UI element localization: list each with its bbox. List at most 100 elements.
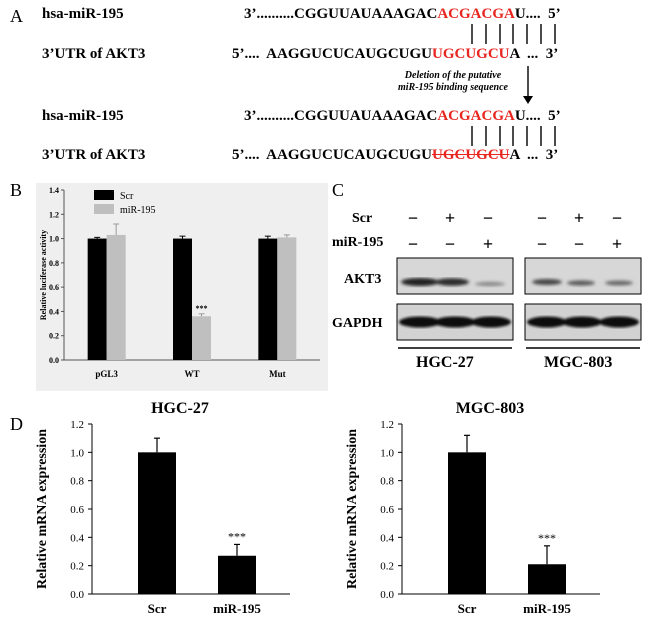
y-tick-label: 1.2 <box>49 210 59 219</box>
band-gapdh <box>399 316 441 328</box>
deletion-note-line2: miR-195 binding sequence <box>397 82 508 93</box>
x-tick-label: miR-195 <box>523 601 571 616</box>
mir195-seed-sequence: ACGACGA <box>437 108 515 124</box>
bar-scr <box>87 238 107 360</box>
y-tick-label: 0.0 <box>70 589 84 601</box>
y-tick-label: 1.2 <box>380 419 394 431</box>
mrna-chart-mgc803: MGC-803 0.0 0.2 0.4 0.6 0.8 1.0 1.2 Relative mRN… <box>345 400 600 616</box>
x-tick-label: Scr <box>148 601 167 616</box>
y-tick-label: 0.4 <box>70 532 84 544</box>
sign-scr: − <box>483 208 493 228</box>
chart-title: HGC-27 <box>151 400 209 417</box>
sign-mir195: + <box>612 234 622 254</box>
sign-mir195: − <box>574 234 584 254</box>
luciferase-chart: 0.0 0.2 0.4 0.6 0.8 1.0 1.2 1.4 Relative lucifer… <box>36 183 328 391</box>
legend-label: miR-195 <box>120 205 156 216</box>
y-tick-label: 1.0 <box>49 235 59 244</box>
utr-sequence-upper: 5’.... AAGGUCUCAUGCUGUUGCUGCUA ... 3’ <box>232 46 558 63</box>
band-akt3 <box>532 279 562 285</box>
western-blot: − + − − + − − − + − − + <box>396 208 642 349</box>
y-tick-label: 0.2 <box>49 332 59 341</box>
y-tick-label: 0.6 <box>380 504 394 516</box>
cell-line-hgc27: HGC-27 <box>416 354 474 371</box>
sign-mir195: − <box>537 234 547 254</box>
sign-scr: + <box>445 208 455 228</box>
chart-title: MGC-803 <box>456 400 524 417</box>
panel-letter-c: C <box>332 180 345 200</box>
y-tick-label: 0.4 <box>49 307 59 316</box>
bar <box>528 564 566 594</box>
bar <box>138 452 176 594</box>
utr-deleted-site: UGCUGCU <box>432 147 510 163</box>
deletion-arrow-head <box>523 96 533 104</box>
y-tick-label: 0.2 <box>380 561 394 573</box>
significance-marker: *** <box>538 531 556 545</box>
sign-scr: − <box>537 208 547 228</box>
deletion-note: Deletion of the putative miR-195 binding… <box>378 70 528 94</box>
x-tick-label: WT <box>184 369 199 379</box>
utr-sequence-lower: 5’.... AAGGUCUCAUGCUGUUGCUGCUA ... 3’ <box>232 147 558 164</box>
mir195-seq-end: U.... 5’ <box>514 6 561 22</box>
sign-scr: − <box>612 208 622 228</box>
y-axis-label: Relative luciferase activity <box>39 230 48 320</box>
deletion-note-line1: Deletion of the putative <box>404 70 502 81</box>
y-tick-label: 0.6 <box>49 283 59 292</box>
x-tick-label: Mut <box>269 369 286 379</box>
sign-mir195: + <box>483 234 493 254</box>
mir195-seq-start: 3’..........CGGUUAUAAAGAC <box>244 6 438 22</box>
sign-mir195: − <box>445 234 455 254</box>
y-tick-label: 0.8 <box>380 476 394 488</box>
row-label-mir195: miR-195 <box>332 235 384 250</box>
mir195-sequence-lower: 3’..........CGGUUAUAAAGACACGACGAU.... 5’ <box>244 108 561 125</box>
band-gapdh <box>434 316 476 328</box>
band-gapdh <box>471 316 511 328</box>
sign-scr: − <box>408 208 418 228</box>
utr-seq-start: 5’.... AAGGUCUCAUGCUGU <box>232 147 432 163</box>
x-tick-label: miR-195 <box>213 601 261 616</box>
mir195-seq-end: U.... 5’ <box>514 108 561 124</box>
y-tick-label: 1.2 <box>70 419 84 431</box>
utr-seq-end: A ... 3’ <box>509 147 559 163</box>
significance-marker: *** <box>228 529 246 543</box>
band-gapdh <box>562 316 602 328</box>
bar-scr <box>258 238 278 360</box>
bar-mir-195 <box>277 237 297 360</box>
mir195-label-lower: hsa-miR-195 <box>42 108 124 124</box>
row-label-scr: Scr <box>352 211 373 226</box>
utr-seq-end: A ... 3’ <box>509 46 559 62</box>
band-gapdh <box>599 316 639 328</box>
sign-scr: + <box>574 208 584 228</box>
band-gapdh <box>527 316 567 328</box>
mir195-seed-sequence: ACGACGA <box>437 6 515 22</box>
legend-label: Scr <box>120 191 134 202</box>
y-axis-label: Relative mRNA expression <box>35 429 50 589</box>
band-akt3 <box>567 280 595 286</box>
panel-letter-a: A <box>10 6 23 26</box>
band-akt3 <box>401 278 439 286</box>
band-akt3 <box>435 278 469 286</box>
utr-seq-start: 5’.... AAGGUCUCAUGCUGU <box>232 46 432 62</box>
y-tick-label: 0.8 <box>70 476 84 488</box>
legend-swatch <box>94 190 114 200</box>
panel-letter-d: D <box>10 414 23 434</box>
band-akt3 <box>475 281 505 287</box>
bar-mir-195 <box>106 234 126 360</box>
x-tick-label: pGL3 <box>95 369 118 379</box>
y-tick-label: 1.4 <box>49 186 59 195</box>
y-tick-label: 0.0 <box>380 589 394 601</box>
y-tick-label: 0.4 <box>380 532 394 544</box>
y-tick-label: 0.8 <box>49 259 59 268</box>
blot-box-akt3-mgc803 <box>524 257 642 295</box>
pairing-lines <box>471 24 556 146</box>
y-axis-label: Relative mRNA expression <box>345 429 360 589</box>
mrna-chart-hgc27: HGC-27 0.0 0.2 0.4 0.6 0.8 1.0 1.2 Relative mRNA… <box>35 400 290 616</box>
sign-mir195: − <box>408 234 418 254</box>
utr-label-upper: 3’UTR of AKT3 <box>42 46 146 62</box>
bar-mir-195 <box>192 316 211 360</box>
significance-marker: *** <box>196 304 208 313</box>
y-tick-label: 0.2 <box>70 561 84 573</box>
blot-box-akt3-hgc27 <box>396 257 514 295</box>
band-akt3 <box>605 280 633 286</box>
mir195-sequence-upper: 3’..........CGGUUAUAAAGACACGACGAU.... 5’ <box>244 6 561 23</box>
panel-letter-b: B <box>10 180 23 200</box>
